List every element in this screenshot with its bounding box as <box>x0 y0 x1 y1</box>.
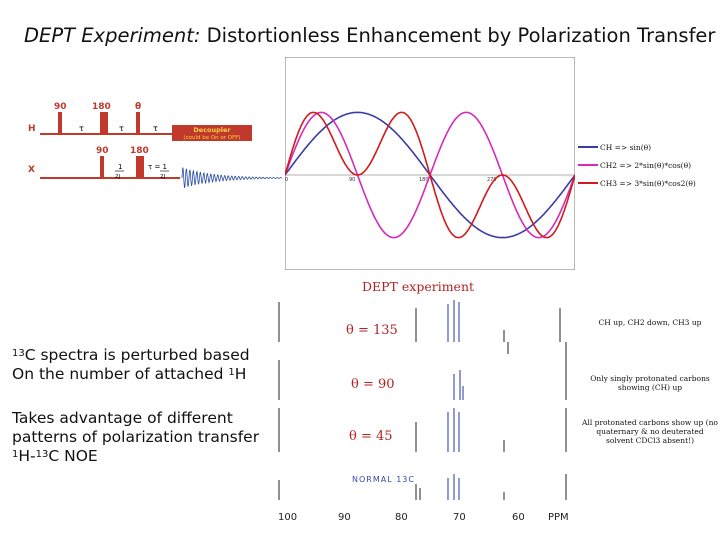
text-line-2-post: H <box>234 365 247 383</box>
x-pulse-180-label: 180 <box>130 146 149 156</box>
ppm-tick-90: 90 <box>338 512 351 523</box>
dept-spectra: θ = 135 θ = 90 θ = 45 NORMAL 13C <box>278 300 567 500</box>
h-pulse-theta <box>136 112 140 134</box>
legend-ch2: CH2 => 2*sin(θ)*cos(θ) <box>578 158 691 172</box>
ppm-tick-80: 80 <box>395 512 408 523</box>
normal-13c-label: NORMAL 13C <box>352 475 415 484</box>
x-channel-label: X <box>28 165 35 175</box>
polarization-wave-plot: 0 90 180 270 <box>285 57 575 270</box>
pulse-sequence-diagram: H 90 180 θ τ τ τ Decoupler (could be On … <box>28 102 283 188</box>
title-italic: DEPT Experiment: <box>24 24 201 47</box>
text-block-perturbed: 13C spectra is perturbed based On the nu… <box>12 346 250 384</box>
legend-ch-swatch <box>578 146 598 148</box>
h-pulse-90-label: 90 <box>54 102 67 112</box>
wave-tick-90: 90 <box>349 177 355 183</box>
ppm-tick-60: 60 <box>512 512 525 523</box>
page-title: DEPT Experiment: Distortionless Enhancem… <box>24 24 715 47</box>
ppm-unit: PPM <box>548 512 569 523</box>
wave-legend: CH => sin(θ) CH2 => 2*sin(θ)*cos(θ) CH3 … <box>578 138 720 194</box>
curve-ch3 <box>285 111 575 239</box>
legend-ch2-text: CH2 => 2*sin(θ)*cos(θ) <box>600 160 692 170</box>
ppm-tick-70: 70 <box>453 512 466 523</box>
theta-90-label: θ = 90 <box>351 377 395 392</box>
h-delay-3: τ <box>153 124 158 133</box>
h-delay-1: τ <box>79 124 84 133</box>
decoupler-box <box>172 125 252 141</box>
wave-plot-frame <box>285 57 575 270</box>
h-channel-label: H <box>28 124 36 134</box>
sup-1: 1 <box>228 367 235 378</box>
sup-13: 13 <box>12 348 25 359</box>
note-theta-135: CH up, CH2 down, CH3 up <box>598 318 702 327</box>
x-pulse-90 <box>100 156 104 178</box>
theta-135-label: θ = 135 <box>346 323 398 338</box>
legend-ch3: CH3 => 3*sin(θ)*cos2(θ) <box>578 176 696 190</box>
h-pulse-180 <box>100 112 108 134</box>
note-theta-45: All protonated carbons show up (no quate… <box>582 418 718 445</box>
legend-ch3-swatch <box>578 182 598 184</box>
x-delay-2-den: 2J <box>160 174 165 180</box>
text-line-2-pre: On the number of attached <box>12 365 229 383</box>
x-delay-1: 1 <box>118 163 122 171</box>
h-pulse-90 <box>58 112 62 134</box>
note-theta-90: Only singly protonated carbons showing (… <box>590 374 710 392</box>
x-pulse-90-label: 90 <box>96 146 109 156</box>
text-line-1: 13C spectra is perturbed based <box>12 346 250 365</box>
text-line-5: 1H-13C NOE <box>12 447 259 466</box>
decoupler-label: Decoupler <box>193 126 231 134</box>
text-line-4: patterns of polarization transfer <box>12 428 260 446</box>
spectra-x-axis: 100 90 80 70 60 PPM <box>276 512 576 528</box>
x-delay-1-den: 2J <box>115 174 120 180</box>
x-delay-2: τ = 1 <box>148 163 167 171</box>
h-pulse-theta-label: θ <box>135 102 141 112</box>
legend-ch: CH => sin(θ) <box>578 140 651 154</box>
legend-ch3-text: CH3 => 3*sin(θ)*cos2(θ) <box>600 178 696 188</box>
sup-1h: 1 <box>12 449 19 460</box>
text-line-5-post: C NOE <box>48 447 98 465</box>
text-line-2: On the number of attached 1H <box>12 365 250 384</box>
title-rest: Distortionless Enhancement by Polarizati… <box>206 24 716 47</box>
x-pulse-180 <box>136 156 144 178</box>
wave-tick-270: 270 <box>487 177 497 183</box>
wave-tick-0: 0 <box>285 177 288 183</box>
wave-tick-180: 180 <box>419 177 429 183</box>
ppm-tick-100: 100 <box>278 512 298 523</box>
theta-45-label: θ = 45 <box>349 429 393 444</box>
legend-ch-text: CH => sin(θ) <box>600 142 652 152</box>
h-delay-2: τ <box>119 124 124 133</box>
spectra-peaks <box>278 300 567 500</box>
decoupler-note: (could be On or OFF) <box>183 135 240 141</box>
h-pulse-180-label: 180 <box>92 102 111 112</box>
text-block-polarization: Takes advantage of different patterns of… <box>12 409 259 466</box>
text-line-1-rest: C spectra is perturbed based <box>24 346 250 364</box>
fid-signal <box>181 167 283 188</box>
dept-experiment-title: DEPT experiment <box>362 279 475 294</box>
legend-ch2-swatch <box>578 164 598 166</box>
text-line-3: Takes advantage of different <box>12 409 233 427</box>
text-line-5-mid: H- <box>18 447 36 465</box>
sup-13c: 13 <box>35 449 49 460</box>
